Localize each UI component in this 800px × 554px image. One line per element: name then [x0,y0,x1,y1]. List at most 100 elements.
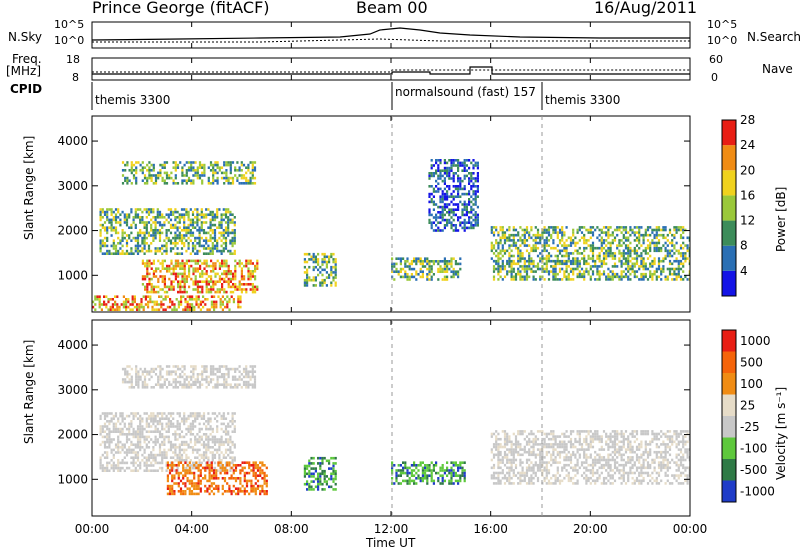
heatmap-cell [112,226,115,229]
heatmap-cell [231,179,235,182]
heatmap-cell [229,451,232,454]
heatmap-cell [191,433,195,436]
heatmap-cell [651,228,654,232]
heatmap-cell [158,412,162,415]
heatmap-cell [139,425,142,428]
heatmap-cell [600,246,603,250]
heatmap-cell [194,171,197,175]
heatmap-cell [165,370,169,373]
heatmap-cell [461,211,464,214]
heatmap-cell [240,290,243,294]
heatmap-cell [181,280,184,283]
heatmap-cell [523,259,526,263]
heatmap-cell [188,471,191,475]
heatmap-cell [191,451,195,454]
heatmap-cell [139,367,142,371]
heatmap-cell [450,195,453,198]
heatmap-cell [492,474,496,477]
heatmap-cell [130,440,133,444]
heatmap-cell [430,479,433,483]
heatmap-cell [446,169,449,172]
heatmap-cell [225,264,228,268]
heatmap-cell [428,464,431,467]
heatmap-cell [225,386,228,389]
heatmap-cell [448,187,451,191]
heatmap-cell [171,466,174,470]
heatmap-cell [150,208,153,211]
heatmap-cell [147,305,150,309]
heatmap-cell [308,265,311,269]
heatmap-cell [541,257,544,260]
heatmap-cell [450,482,453,485]
heatmap-cell [596,272,599,276]
heatmap-cell [254,477,257,480]
heatmap-cell [578,259,581,263]
heatmap-cell [165,425,168,428]
heatmap-cell [183,435,186,439]
heatmap-cell [452,213,455,217]
heatmap-cell [421,479,424,483]
heatmap-cell [227,161,230,164]
heatmap-cell [234,466,238,470]
heatmap-cell [609,252,612,255]
heatmap-cell [607,249,610,253]
heatmap-cell [443,169,446,172]
heatmap-cell [112,438,115,441]
heatmap-cell [249,275,252,278]
heatmap-cell [156,412,159,415]
heatmap-cell [181,365,184,368]
heatmap-cell [492,278,496,281]
heatmap-cell [552,265,555,268]
heatmap-cell [468,203,471,206]
heatmap-cell [646,244,650,247]
heatmap-cell [514,246,518,250]
heatmap-cell [413,474,416,477]
heatmap-cell [668,254,672,258]
heatmap-cell [145,249,148,253]
heatmap-cell [112,417,115,420]
heatmap-cell [499,471,502,475]
heatmap-cell [512,267,515,271]
heatmap-cell [194,412,197,415]
heatmap-cell [220,223,223,227]
heatmap-cell [178,443,181,446]
heatmap-cell [406,466,409,470]
heatmap-cell [532,239,535,242]
heatmap-cell [222,249,225,253]
heatmap-cell [185,417,188,420]
heatmap-cell [148,169,151,172]
heatmap-cell [465,169,468,172]
heatmap-cell [638,265,641,268]
heatmap-cell [653,228,656,232]
heatmap-cell [182,466,185,470]
heatmap-cell [441,211,444,214]
heatmap-cell [207,383,210,386]
heatmap-cell [126,161,129,164]
heatmap-cell [547,226,551,229]
heatmap-cell [212,386,215,389]
heatmap-cell [457,195,460,198]
heatmap-cell [202,440,206,444]
heatmap-cell [147,422,151,426]
heatmap-cell [109,305,112,309]
heatmap-cell [189,208,192,211]
heatmap-cell [265,466,268,470]
heatmap-cell [209,169,213,172]
heatmap-cell [228,464,231,467]
heatmap-cell [534,278,537,281]
heatmap-cell [450,161,453,165]
heatmap-cell [657,233,661,237]
heatmap-cell [454,471,457,475]
heatmap-cell [132,435,135,439]
heatmap-cell [158,433,162,436]
heatmap-cell [174,242,177,245]
heatmap-cell [199,487,202,490]
heatmap-cell [583,257,586,260]
heatmap-cell [165,386,169,389]
heatmap-cell [141,218,144,222]
heatmap-cell [179,280,182,283]
heatmap-cell [605,231,608,234]
heatmap-cell [176,236,179,240]
heatmap-cell [99,239,102,242]
heatmap-cell [622,275,625,279]
